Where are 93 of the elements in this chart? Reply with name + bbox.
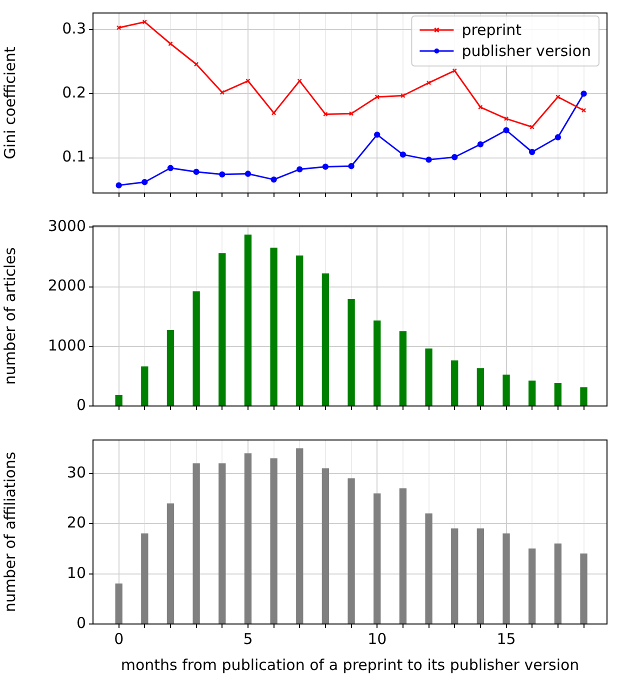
- bar: [425, 348, 432, 406]
- bar: [192, 291, 200, 406]
- bar: [296, 255, 304, 406]
- point: [478, 104, 483, 110]
- y-tick-label: 0.1: [62, 148, 86, 166]
- point: [244, 170, 252, 177]
- bar: [528, 548, 536, 624]
- point: [477, 141, 484, 148]
- bar: [502, 374, 510, 406]
- y-tick-label: 0: [76, 614, 86, 632]
- bar: [399, 488, 407, 624]
- point: [580, 90, 587, 97]
- point: [348, 162, 354, 170]
- point: [452, 154, 458, 160]
- bar: [554, 543, 562, 624]
- x-tick-label: 0: [114, 630, 124, 648]
- point: [194, 62, 199, 67]
- bar: [476, 528, 484, 624]
- bar: [322, 468, 330, 624]
- y-tick-label: 0: [76, 396, 86, 414]
- bar: [166, 330, 174, 406]
- point: [528, 148, 536, 156]
- bar: [502, 533, 510, 624]
- bar: [451, 528, 458, 624]
- point: [168, 41, 173, 46]
- y-tick-label: 20: [66, 514, 86, 532]
- point: [323, 112, 328, 117]
- x-axis-title: months from publication of a preprint to its publisher version: [120, 656, 580, 674]
- bar: [218, 463, 226, 624]
- bar: [322, 273, 330, 406]
- point: [426, 156, 432, 163]
- bar: [115, 584, 122, 624]
- bar: [141, 533, 148, 624]
- bar: [528, 380, 536, 406]
- bar: [451, 360, 458, 406]
- y-tick-label: 1000: [48, 336, 86, 354]
- point: [220, 90, 225, 95]
- x-tick-label: 5: [243, 630, 253, 648]
- y-axis-title: Gini coefficient: [0, 46, 19, 160]
- point: [400, 151, 406, 158]
- bar: [270, 248, 278, 406]
- point: [322, 164, 329, 170]
- point: [504, 116, 509, 122]
- legend-label: publisher version: [462, 42, 592, 60]
- y-axis-title: number of affiliations: [0, 452, 19, 612]
- point: [400, 93, 406, 98]
- point: [374, 132, 380, 138]
- point: [426, 80, 432, 86]
- bar: [374, 320, 381, 406]
- bar: [476, 368, 484, 406]
- point: [556, 94, 560, 100]
- y-tick-label: 0.2: [62, 84, 86, 102]
- bar: [348, 478, 355, 624]
- point: [554, 134, 562, 140]
- bar: [141, 366, 148, 406]
- point: [348, 111, 354, 116]
- bar: [296, 448, 304, 624]
- bar: [166, 503, 174, 624]
- bar: [399, 331, 407, 406]
- point: [167, 164, 174, 172]
- y-tick-label: 3000: [48, 217, 86, 236]
- point: [503, 127, 510, 134]
- bar: [244, 234, 252, 406]
- x-tick-label: 10: [368, 630, 387, 648]
- bar: [348, 298, 355, 406]
- y-tick-label: 2000: [48, 276, 86, 295]
- y-tick-label: 0.3: [62, 20, 86, 38]
- bar: [580, 387, 588, 406]
- point: [270, 176, 277, 183]
- y-tick-label: 10: [66, 564, 86, 582]
- bar: [115, 394, 122, 406]
- bar: [244, 453, 252, 624]
- point: [142, 179, 148, 186]
- y-axis-title: number of articles: [0, 247, 19, 385]
- point: [374, 94, 380, 100]
- point: [530, 124, 534, 130]
- point: [219, 171, 226, 178]
- point: [246, 78, 250, 84]
- x-tick-label: 15: [496, 630, 516, 648]
- bar: [425, 513, 432, 624]
- point: [296, 166, 303, 172]
- bar: [218, 253, 226, 406]
- bar: [580, 553, 588, 624]
- point: [142, 20, 148, 24]
- point: [193, 168, 200, 175]
- legend-label: preprint: [462, 20, 522, 39]
- point: [116, 182, 122, 188]
- bar: [374, 493, 381, 624]
- bar: [554, 383, 562, 406]
- bar: [192, 463, 200, 624]
- y-tick-label: 30: [66, 463, 86, 482]
- bar: [270, 458, 278, 624]
- point: [452, 68, 457, 74]
